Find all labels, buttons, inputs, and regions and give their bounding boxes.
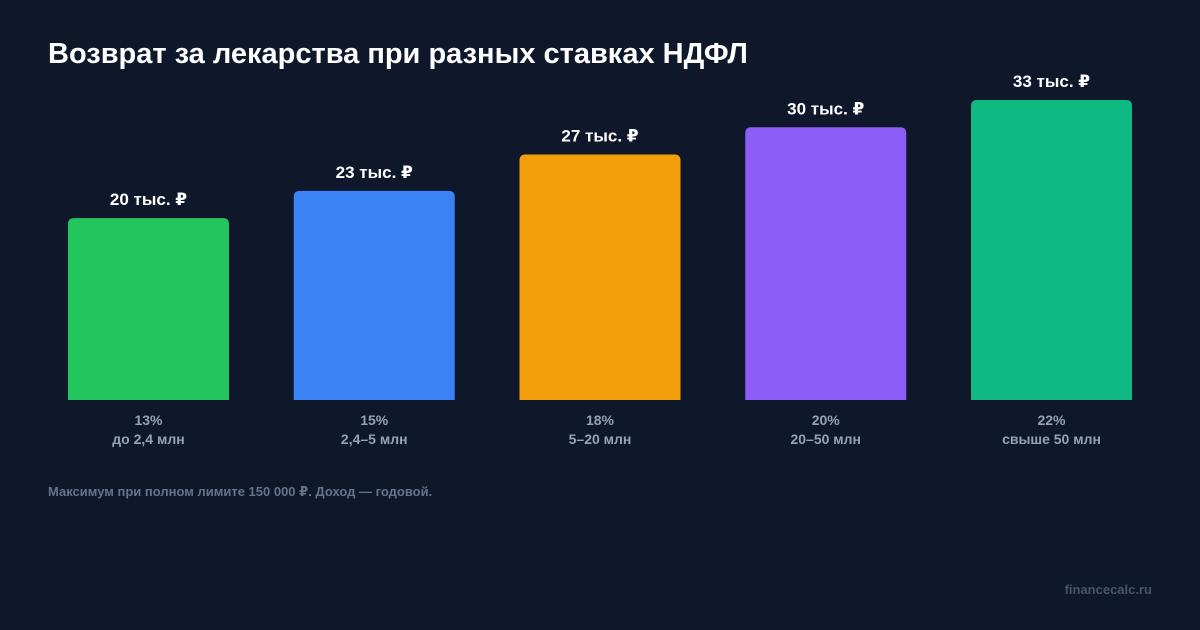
- watermark: financecalc.ru: [1064, 582, 1152, 597]
- footnote: Максимум при полном лимите 150 000 ₽. До…: [48, 484, 433, 499]
- bar-value-label: 27 тыс. ₽: [561, 127, 638, 146]
- category-rate-label: 18%: [586, 412, 615, 428]
- category-rate-label: 13%: [134, 412, 163, 428]
- category-income-label: 20–50 млн: [790, 431, 861, 447]
- category-income-label: 2,4–5 млн: [341, 431, 408, 447]
- category-rate-label: 15%: [360, 412, 389, 428]
- bar-1: [68, 218, 229, 400]
- bar-3: [519, 154, 681, 400]
- category-income-label: до 2,4 млн: [112, 431, 184, 447]
- bar-5: [971, 100, 1132, 400]
- bar-value-label: 23 тыс. ₽: [336, 163, 413, 182]
- bar-4: [745, 127, 907, 400]
- chart-title: Возврат за лекарства при разных ставках …: [48, 38, 748, 70]
- category-income-label: свыше 50 млн: [1002, 431, 1101, 447]
- bar-2: [293, 190, 455, 400]
- category-rate-label: 20%: [812, 412, 841, 428]
- category-income-label: 5–20 млн: [569, 431, 632, 447]
- category-rate-label: 22%: [1037, 412, 1066, 428]
- bar-chart: 20 тыс. ₽ 13% до 2,4 млн 23 тыс. ₽ 15% 2,4–5 …: [68, 72, 1132, 447]
- bar-value-label: 30 тыс. ₽: [787, 99, 864, 118]
- bar-value-label: 33 тыс. ₽: [1013, 72, 1090, 91]
- bar-value-label: 20 тыс. ₽: [110, 190, 187, 209]
